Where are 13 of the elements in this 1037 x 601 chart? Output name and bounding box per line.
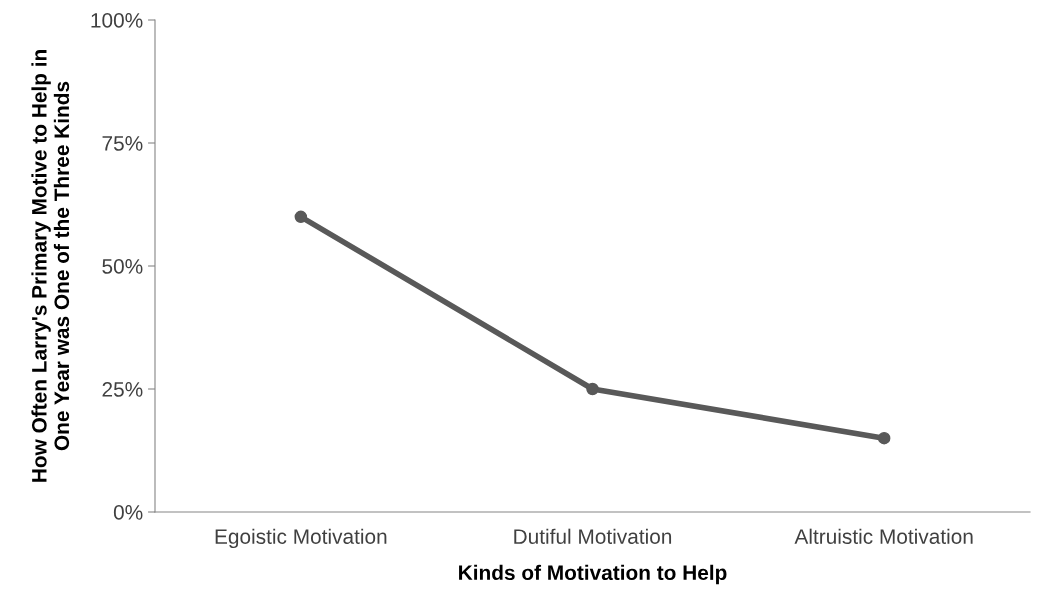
x-tick-label: Egoistic Motivation: [215, 528, 387, 549]
y-tick-label: 75%: [102, 136, 143, 151]
x-tick-label: Altruistic Motivation: [794, 528, 973, 544]
point: [586, 382, 599, 396]
y-tick-label: 0%: [113, 505, 143, 520]
y-tick-label: 25%: [102, 382, 143, 397]
y-tick-label: 50%: [102, 259, 143, 274]
x-tick-label: Dutiful Motivation: [514, 528, 672, 544]
point: [877, 431, 891, 445]
y-tick-label: 100%: [91, 13, 143, 28]
y-axis-title: How Often Larry's Primary Motive to Help in One Year was One of the Three Kinds: [31, 50, 70, 482]
x-axis-title: Kinds of Motivation to Help: [459, 564, 727, 585]
point: [294, 210, 308, 224]
